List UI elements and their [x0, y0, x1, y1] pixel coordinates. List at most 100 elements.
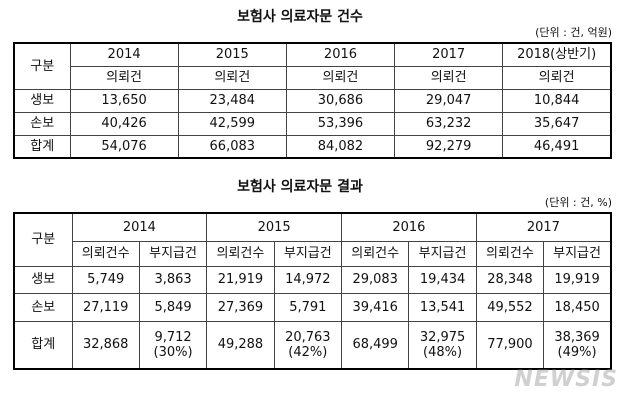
cell-text: 의뢰건 [538, 70, 575, 85]
cell-text: 49,288 [217, 337, 264, 353]
cell-text: 39,416 [352, 299, 398, 315]
header-cell: 의뢰건 [394, 65, 504, 90]
table-cell: 합계 [13, 134, 71, 159]
cell-text: 9,712 [154, 329, 192, 345]
table-cell: 20,763 (42%) [273, 320, 343, 370]
table-cell: 54,076 [69, 134, 179, 159]
cell-text: 40,426 [101, 116, 147, 131]
table-cell: 77,900 [475, 320, 545, 370]
table-cell: 18,450 [543, 292, 612, 322]
table-cell: 생보 [13, 265, 73, 294]
cell-text: 54,076 [101, 138, 147, 154]
cell-text: 10,844 [533, 93, 580, 108]
cell-text: 29,083 [352, 272, 398, 287]
cell-text: 2014 [107, 47, 141, 63]
table-cell: 46,491 [502, 134, 612, 159]
cell-text: 의뢰건 [106, 70, 143, 85]
cell-text: 49,552 [487, 299, 533, 315]
cell-text: 5,749 [87, 272, 125, 287]
table-cell: 19,919 [543, 265, 612, 294]
table-cell: 손보 [13, 111, 71, 136]
cell-text: 32,868 [82, 337, 129, 353]
table-cell: 23,484 [177, 88, 287, 113]
table: 구분 2014 2015 2016 2017 2018(상반기) 의뢰건 의뢰건 의뢰건 의뢰건 의… [13, 42, 612, 159]
header-cell: 2015 [177, 42, 287, 67]
table-cell: 66,083 [177, 134, 287, 159]
cell-text: 30,686 [317, 93, 364, 108]
table-cell: 19,434 [408, 265, 477, 294]
table-cell: 9,712 (30%) [138, 320, 208, 370]
cell-text: 부지급건 [283, 246, 332, 261]
cell-text: (42%) [288, 344, 328, 360]
cell-text: 생보 [31, 272, 56, 287]
table-cell: 28,348 [475, 265, 545, 294]
table-cell: 5,791 [273, 292, 343, 322]
table-cell: 42,599 [177, 111, 287, 136]
data-row: 합계 32,868 9,712 (30%) 49,288 20,763 (42%) 68,49… [13, 320, 612, 370]
table-cell: 68,499 [340, 320, 410, 370]
cell-text: 77,900 [487, 337, 533, 353]
header-row: 의뢰건 의뢰건 의뢰건 의뢰건 의뢰건 [14, 65, 612, 90]
cell-text: (48%) [423, 344, 463, 360]
header-cell: 2017 [394, 42, 504, 67]
table-cell: 40,426 [69, 111, 179, 136]
table-title: 보험사 의료자문 건수 [237, 9, 363, 25]
cell-text: 부지급건 [553, 246, 601, 261]
data-row: 손보 27,119 5,849 27,369 5,791 39,416 13,541 49,5… [13, 292, 612, 322]
cell-text: 의뢰건수 [216, 246, 265, 261]
cell-text: 구분 [30, 58, 55, 74]
header-row: 의뢰건수 부지급건 의뢰건수 부지급건 의뢰건수 부지급건 의뢰건수 부지급건 [14, 240, 612, 267]
cell-text: 의뢰건수 [486, 246, 534, 261]
table-cell: 49,552 [475, 292, 545, 322]
header-cell: 의뢰건 [502, 65, 612, 90]
cell-text: 합계 [31, 337, 56, 353]
cell-text: 합계 [30, 138, 55, 154]
cell-text: 의뢰건 [430, 70, 467, 85]
table-cell: 3,863 [138, 265, 208, 294]
table-cell: 27,369 [206, 292, 275, 322]
cell-text: 38,369 [554, 329, 600, 345]
cell-text: 의뢰건수 [351, 246, 400, 261]
cell-text: (49%) [557, 344, 597, 360]
header-cell: 2015 [206, 212, 342, 242]
cell-text: 18,450 [554, 299, 600, 315]
table-cell: 53,396 [285, 111, 396, 136]
table-cell: 합계 [13, 320, 73, 370]
cell-text: (30%) [153, 344, 193, 360]
cell-text: 32,975 [419, 329, 466, 345]
cell-text: 3,863 [154, 272, 192, 287]
cell-text: 66,083 [209, 138, 256, 154]
header-cell: 부지급건 [138, 240, 208, 267]
header-cell: 의뢰건 [69, 65, 179, 90]
header-cell: 2014 [69, 42, 179, 67]
cell-text: 35,647 [533, 116, 580, 131]
cell-text: 부지급건 [149, 246, 197, 261]
table-cell: 10,844 [502, 88, 612, 113]
cell-text: 의뢰건 [322, 70, 359, 85]
data-row: 손보 40,426 42,599 53,396 63,232 35,647 [13, 111, 612, 136]
cell-text: 29,047 [425, 93, 472, 108]
table-cell: 13,650 [69, 88, 179, 113]
table-cell: 13,541 [408, 292, 477, 322]
cell-text: 손보 [31, 299, 56, 315]
table-cell: 35,647 [502, 111, 612, 136]
cell-text: 생보 [30, 93, 55, 108]
cell-text: 63,232 [425, 116, 472, 131]
cell-text: 53,396 [317, 116, 364, 131]
cell-text: 2017 [526, 219, 560, 235]
table-cell: 30,686 [285, 88, 396, 113]
cell-text: 19,919 [554, 272, 600, 287]
cell-text: 28,348 [487, 272, 533, 287]
cell-text: 14,972 [285, 272, 331, 287]
cell-text: 20,763 [285, 329, 331, 345]
unit-note: (단위 : 건, 억원) [535, 26, 612, 39]
cell-text: 46,491 [533, 138, 580, 154]
cell-text: 19,434 [419, 272, 466, 287]
header-cell: 2018(상반기) [502, 42, 612, 67]
header-row: 구분 2014 2015 2016 2017 2018(상반기) [13, 42, 612, 90]
table-cell: 생보 [13, 88, 71, 113]
cell-text: 42,599 [209, 116, 256, 131]
cell-text: 2015 [215, 47, 249, 63]
cell-text: 의뢰건수 [81, 246, 130, 261]
